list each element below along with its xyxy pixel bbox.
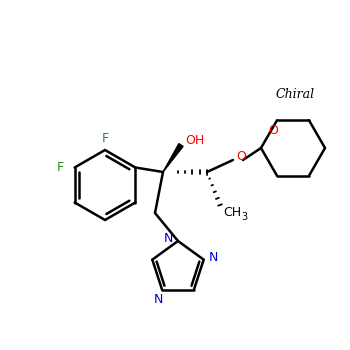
Text: CH: CH: [223, 206, 241, 219]
Text: OH: OH: [185, 133, 204, 147]
Text: Chiral: Chiral: [275, 89, 315, 101]
Text: N: N: [209, 251, 218, 264]
Polygon shape: [163, 144, 183, 172]
Text: N: N: [153, 293, 163, 306]
Text: F: F: [102, 132, 108, 145]
Text: O: O: [236, 150, 246, 163]
Text: N: N: [163, 232, 173, 245]
Text: O: O: [268, 124, 278, 137]
Text: 3: 3: [241, 212, 247, 222]
Text: F: F: [57, 161, 64, 174]
